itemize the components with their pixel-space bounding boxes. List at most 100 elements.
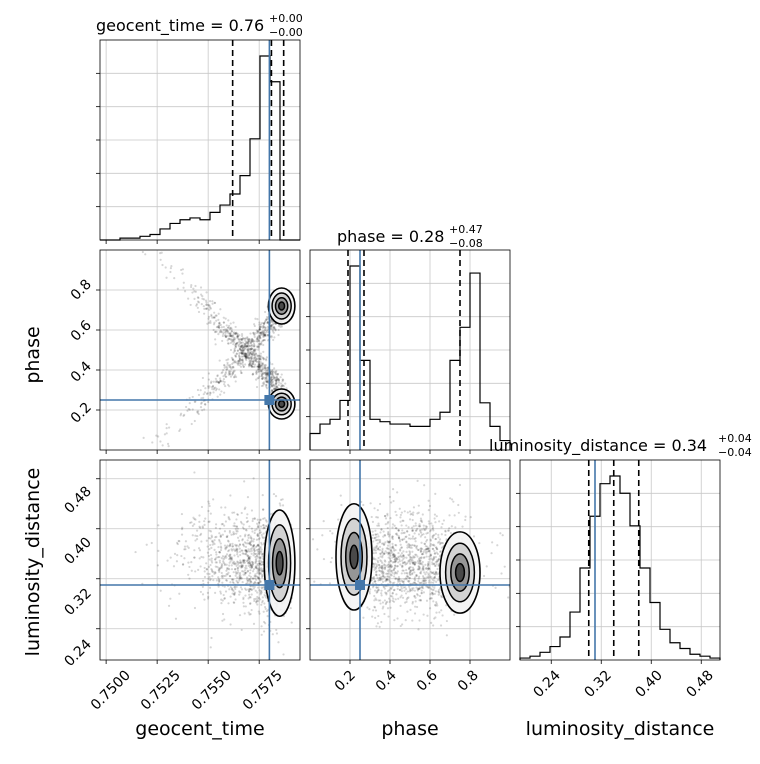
scatter-point bbox=[242, 523, 245, 526]
scatter-point bbox=[229, 555, 232, 558]
scatter-point bbox=[432, 534, 435, 537]
scatter-point bbox=[215, 319, 218, 322]
scatter-point bbox=[256, 533, 259, 536]
scatter-point bbox=[418, 560, 421, 563]
scatter-point bbox=[265, 380, 269, 383]
scatter-point bbox=[254, 359, 258, 363]
scatter-point bbox=[245, 549, 248, 553]
scatter-point bbox=[382, 552, 386, 556]
scatter-point bbox=[214, 523, 218, 526]
scatter-point bbox=[234, 380, 237, 383]
scatter-point bbox=[248, 542, 252, 546]
scatter-point bbox=[245, 353, 248, 356]
scatter-point bbox=[259, 357, 262, 360]
scatter-point bbox=[257, 556, 260, 559]
ylabel-luminosity-distance: luminosity_distance bbox=[22, 468, 44, 657]
scatter-point bbox=[404, 592, 408, 595]
scatter-point bbox=[395, 514, 398, 517]
scatter-point bbox=[417, 565, 420, 568]
scatter-point bbox=[377, 564, 381, 567]
scatter-point bbox=[256, 550, 260, 553]
scatter-point bbox=[393, 558, 396, 561]
scatter-point bbox=[218, 324, 221, 327]
scatter-point bbox=[233, 586, 236, 589]
scatter-point bbox=[248, 525, 251, 528]
scatter-point bbox=[211, 388, 214, 391]
scatter-point bbox=[224, 335, 227, 338]
scatter-point bbox=[241, 359, 244, 362]
scatter-point bbox=[216, 395, 219, 398]
scatter-point bbox=[253, 574, 256, 578]
scatter-point bbox=[240, 352, 244, 356]
scatter-point bbox=[238, 550, 242, 553]
scatter-point bbox=[252, 577, 255, 580]
scatter-point bbox=[235, 518, 238, 521]
scatter-point bbox=[407, 542, 410, 546]
scatter-point bbox=[427, 586, 430, 589]
scatter-point bbox=[211, 385, 215, 388]
scatter-point bbox=[385, 551, 389, 554]
scatter-point bbox=[263, 320, 267, 324]
scatter-point bbox=[214, 571, 217, 575]
scatter-point bbox=[390, 565, 394, 568]
scatter-point bbox=[418, 562, 421, 565]
scatter-point bbox=[264, 377, 267, 380]
scatter-point bbox=[187, 573, 190, 576]
scatter-point bbox=[261, 553, 264, 556]
scatter-point bbox=[418, 599, 421, 602]
scatter-point bbox=[222, 325, 225, 329]
scatter-point bbox=[251, 338, 255, 342]
scatter-point bbox=[223, 562, 226, 565]
scatter-point bbox=[244, 594, 247, 597]
scatter-point bbox=[206, 572, 209, 575]
scatter-point bbox=[275, 379, 278, 382]
scatter-point bbox=[430, 576, 433, 579]
scatter-point bbox=[428, 550, 431, 553]
scatter-point bbox=[421, 587, 425, 590]
scatter-point bbox=[257, 334, 260, 337]
scatter-point bbox=[204, 403, 207, 406]
scatter-point bbox=[374, 539, 377, 542]
scatter-point bbox=[257, 599, 260, 603]
scatter-point bbox=[198, 520, 201, 523]
scatter-point bbox=[260, 570, 263, 573]
scatter-point bbox=[408, 577, 411, 580]
scatter-point bbox=[256, 595, 259, 599]
scatter-point bbox=[233, 532, 236, 535]
scatter-point bbox=[214, 343, 217, 346]
scatter-point bbox=[244, 357, 247, 360]
scatter-point bbox=[261, 377, 264, 380]
scatter-point bbox=[414, 596, 417, 599]
scatter-point bbox=[432, 562, 435, 566]
scatter-point bbox=[231, 549, 234, 552]
scatter-point bbox=[381, 551, 384, 554]
scatter-point bbox=[436, 548, 439, 551]
histogram-step-line bbox=[519, 475, 721, 660]
scatter-point bbox=[387, 530, 390, 534]
scatter-point bbox=[387, 547, 390, 551]
scatter-point bbox=[415, 547, 418, 550]
scatter-point bbox=[259, 365, 263, 368]
scatter-point bbox=[419, 571, 422, 574]
scatter-point bbox=[247, 338, 250, 341]
scatter-point bbox=[211, 300, 214, 303]
scatter-point bbox=[440, 546, 444, 549]
histogram-phase-panel bbox=[306, 249, 511, 454]
scatter-point bbox=[254, 353, 258, 356]
scatter-point bbox=[432, 571, 435, 574]
scatter-point bbox=[230, 578, 234, 581]
scatter-point bbox=[387, 541, 390, 544]
scatter-point bbox=[202, 396, 205, 400]
scatter-point bbox=[203, 391, 206, 394]
scatter-point bbox=[394, 559, 398, 563]
scatter-point bbox=[263, 367, 266, 370]
scatter-point bbox=[258, 562, 261, 565]
scatter-point bbox=[391, 487, 395, 491]
scatter-point bbox=[253, 577, 257, 580]
scatter-point bbox=[230, 556, 233, 559]
scatter-point bbox=[242, 348, 245, 352]
scatter-point bbox=[396, 533, 399, 537]
scatter-point bbox=[251, 347, 254, 351]
scatter-point bbox=[181, 526, 184, 529]
scatter-point bbox=[242, 345, 245, 348]
